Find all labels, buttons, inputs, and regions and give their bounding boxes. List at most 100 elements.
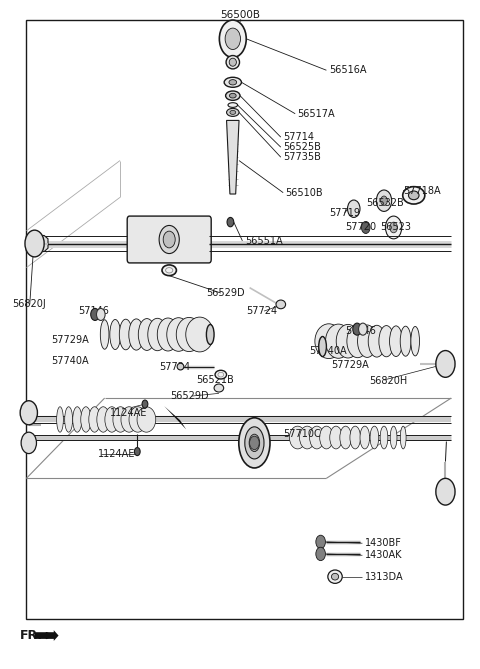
Ellipse shape (65, 407, 72, 432)
Text: 56521B: 56521B (196, 375, 234, 385)
Ellipse shape (73, 407, 82, 432)
Ellipse shape (229, 94, 236, 98)
Text: 56529D: 56529D (206, 288, 245, 298)
Text: 56517A: 56517A (298, 109, 335, 118)
Circle shape (436, 478, 455, 505)
Ellipse shape (227, 108, 239, 116)
Ellipse shape (57, 407, 63, 432)
Ellipse shape (129, 319, 144, 350)
Circle shape (96, 308, 105, 320)
Ellipse shape (89, 407, 100, 432)
Text: 56525B: 56525B (283, 142, 321, 152)
Ellipse shape (330, 426, 342, 449)
Ellipse shape (340, 426, 351, 449)
Circle shape (353, 323, 361, 335)
Text: 56510B: 56510B (286, 188, 323, 197)
Ellipse shape (310, 426, 324, 449)
Ellipse shape (245, 427, 264, 459)
Ellipse shape (350, 426, 360, 449)
Text: 56532B: 56532B (366, 198, 404, 207)
Ellipse shape (163, 231, 175, 248)
Ellipse shape (206, 324, 214, 345)
Ellipse shape (226, 91, 240, 100)
Ellipse shape (167, 318, 191, 351)
Text: 56820J: 56820J (12, 300, 46, 309)
Text: 57724: 57724 (159, 362, 191, 371)
FancyArrow shape (35, 630, 59, 641)
Ellipse shape (336, 324, 360, 358)
Text: 56551A: 56551A (245, 236, 282, 246)
Circle shape (376, 190, 392, 211)
Ellipse shape (214, 384, 224, 392)
Ellipse shape (186, 317, 214, 352)
Ellipse shape (360, 426, 370, 449)
Ellipse shape (177, 363, 184, 370)
Ellipse shape (239, 417, 270, 468)
Ellipse shape (325, 324, 351, 359)
Text: 1430BF: 1430BF (365, 539, 402, 548)
Text: 57720: 57720 (346, 223, 377, 232)
Ellipse shape (129, 407, 146, 432)
Ellipse shape (159, 225, 180, 254)
Ellipse shape (121, 407, 137, 432)
Ellipse shape (81, 407, 91, 432)
Text: 57710C: 57710C (283, 429, 321, 438)
Ellipse shape (100, 320, 109, 349)
Ellipse shape (224, 78, 241, 88)
Text: FR.: FR. (20, 629, 43, 642)
Text: 57740A: 57740A (310, 346, 347, 355)
Circle shape (359, 323, 367, 335)
Circle shape (316, 547, 325, 561)
Text: 1313DA: 1313DA (365, 572, 403, 581)
Text: 1430AK: 1430AK (365, 551, 402, 560)
Text: 57146: 57146 (78, 306, 108, 316)
Ellipse shape (120, 319, 132, 350)
Ellipse shape (408, 191, 419, 200)
Polygon shape (164, 406, 186, 429)
Circle shape (361, 221, 370, 233)
Circle shape (21, 432, 36, 454)
Ellipse shape (368, 325, 385, 357)
Ellipse shape (289, 426, 306, 449)
Ellipse shape (331, 573, 339, 580)
Ellipse shape (400, 326, 411, 356)
Ellipse shape (230, 110, 236, 114)
Text: 56500B: 56500B (220, 10, 260, 20)
Ellipse shape (228, 103, 238, 108)
Ellipse shape (157, 318, 179, 351)
Text: 56523: 56523 (381, 223, 412, 232)
Circle shape (250, 436, 259, 450)
Ellipse shape (249, 434, 260, 452)
Text: 56529D: 56529D (170, 391, 209, 401)
Polygon shape (227, 120, 239, 194)
Ellipse shape (380, 426, 388, 449)
Circle shape (381, 196, 387, 205)
Ellipse shape (215, 371, 227, 379)
Text: 57740A: 57740A (51, 357, 89, 366)
Text: 57719: 57719 (329, 208, 360, 217)
Circle shape (385, 216, 402, 239)
Ellipse shape (370, 426, 379, 449)
Text: 57729A: 57729A (51, 335, 89, 345)
Ellipse shape (390, 326, 402, 357)
Ellipse shape (315, 324, 343, 359)
Bar (26, 20, 463, 619)
Ellipse shape (347, 324, 368, 358)
Ellipse shape (300, 426, 315, 449)
Ellipse shape (137, 407, 156, 432)
Ellipse shape (113, 407, 128, 432)
Circle shape (91, 308, 99, 320)
Ellipse shape (400, 426, 406, 449)
Ellipse shape (148, 318, 167, 351)
Circle shape (142, 400, 148, 408)
Text: 57146: 57146 (346, 326, 376, 336)
Text: 56516A: 56516A (329, 66, 366, 75)
Circle shape (390, 222, 397, 233)
Circle shape (348, 200, 360, 217)
Ellipse shape (138, 318, 156, 351)
Text: 56820H: 56820H (370, 377, 408, 386)
Circle shape (227, 217, 234, 227)
Text: 1124AE: 1124AE (110, 409, 148, 418)
Ellipse shape (229, 80, 237, 85)
Circle shape (20, 401, 37, 425)
